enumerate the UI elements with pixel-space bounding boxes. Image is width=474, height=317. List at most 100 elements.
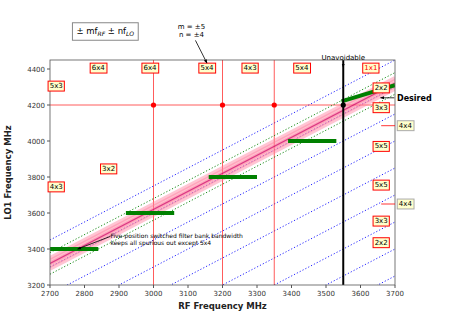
formula: ± mfRF ± nfLO	[72, 23, 138, 41]
y-tick	[47, 213, 50, 214]
box-label-text: 4x4	[399, 200, 413, 208]
box-label: 5x3	[48, 81, 64, 91]
connector	[381, 204, 395, 205]
black-vline	[342, 60, 344, 285]
y-tick	[47, 69, 50, 70]
filter-arrow	[78, 236, 111, 249]
x-tick-label: 3300	[248, 290, 266, 298]
formula-part: ± mf	[76, 26, 98, 36]
y-tick	[47, 105, 50, 106]
filter-segment	[50, 247, 98, 251]
black-dot	[341, 102, 346, 107]
box-label: 5x5	[373, 141, 389, 151]
box-label: 4x4	[397, 199, 414, 209]
plot-marks	[50, 60, 395, 285]
desired-note-line: Desired	[397, 94, 432, 103]
box-label-text: 2x2	[375, 84, 388, 92]
y-tick	[47, 177, 50, 178]
box-label-text: 5x4	[295, 64, 309, 72]
y-tick	[47, 249, 50, 250]
filter-note-line: keeps all spurious out except 5x4	[110, 239, 211, 247]
box-label-text: 6x4	[144, 64, 158, 72]
chart: 2700280029003000310032003300340035003600…	[0, 0, 474, 317]
formula-part: LO	[126, 30, 134, 37]
axes: 2700280029003000310032003300340035003600…	[27, 66, 404, 299]
box-label-frame	[397, 199, 414, 209]
box-label-frame	[363, 63, 379, 73]
box-label-frame	[373, 238, 389, 248]
red-vline	[274, 60, 275, 285]
box-label: 6x4	[90, 63, 107, 73]
box-label: 4x4	[397, 121, 414, 131]
formula-part: ± nf	[105, 26, 127, 36]
x-tick-label: 3000	[145, 290, 163, 298]
unavoidable-arrow	[343, 64, 344, 68]
mn-note-line: m = ±5	[178, 23, 205, 31]
formula-frame	[72, 23, 138, 41]
x-tick	[257, 285, 258, 288]
x-tick	[188, 285, 189, 288]
mn-arrow	[195, 40, 207, 63]
box-label: 5x4	[294, 63, 311, 73]
box-label-frame	[373, 180, 389, 190]
red-dot	[272, 102, 277, 107]
box-label-frame	[101, 164, 117, 174]
x-tick-label: 2800	[76, 290, 94, 298]
box-label: 5x5	[373, 180, 389, 190]
box-label-text: 3x3	[375, 104, 388, 112]
box-label-text: 5x3	[50, 82, 63, 90]
y-axis-label: LO1 Frequency MHz	[3, 125, 13, 219]
box-labels: 6x4 6x4 5x4 4x3 5x4 1x1 5x3 3x2 4x3 2x2 3x3 5x5 5x5 3…	[48, 63, 414, 248]
box-label-text: 3x2	[102, 165, 115, 173]
red-dot	[151, 102, 156, 107]
x-tick-label: 3200	[214, 290, 232, 298]
y-tick-label: 3200	[27, 282, 45, 290]
box-label-frame	[90, 63, 107, 73]
box-label-frame	[294, 63, 311, 73]
box-label: 3x3	[373, 103, 389, 113]
box-label-text: 5x4	[200, 64, 214, 72]
x-tick	[153, 285, 154, 288]
box-label-frame	[142, 63, 159, 73]
x-tick-label: 3700	[386, 290, 404, 298]
formula-text: ± mfRF ± nfLO	[76, 26, 134, 38]
red-vline	[153, 60, 154, 285]
box-label: 1x1	[363, 63, 379, 73]
desired-arrow	[381, 97, 395, 98]
box-label: 4x3	[242, 63, 258, 73]
x-tick-label: 3100	[179, 290, 197, 298]
y-tick-label: 4000	[27, 138, 45, 146]
y-tick-label: 4200	[27, 102, 45, 110]
plot-frame	[50, 60, 395, 285]
x-tick-label: 2700	[41, 290, 59, 298]
x-tick	[395, 285, 396, 288]
x-tick	[84, 285, 85, 288]
x-tick-label: 3600	[352, 290, 370, 298]
box-label-frame	[373, 103, 389, 113]
y-tick	[47, 141, 50, 142]
box-label: 2x2	[373, 83, 389, 93]
box-label-frame	[48, 81, 64, 91]
x-tick	[291, 285, 292, 288]
box-label: 2x2	[373, 238, 389, 248]
y-tick	[47, 285, 50, 286]
x-tick	[119, 285, 120, 288]
box-label-frame	[397, 121, 414, 131]
filter-segment	[288, 139, 336, 143]
box-label-frame	[199, 63, 216, 73]
box-label: 4x3	[48, 182, 64, 192]
box-label-text: 5x5	[375, 181, 388, 189]
box-label: 3x3	[373, 216, 389, 226]
connector	[381, 125, 395, 126]
filter-segment	[209, 175, 257, 179]
filter-note: Five-position switched filter bank bandw…	[110, 232, 243, 247]
desired-note: Desired	[397, 94, 432, 103]
x-axis-label: RF Frequency MHz	[178, 301, 267, 311]
box-label-text: 3x3	[375, 217, 388, 225]
box-label: 5x4	[199, 63, 216, 73]
y-tick-label: 3600	[27, 210, 45, 218]
box-label-text: 4x4	[399, 122, 413, 130]
box-label: 3x2	[101, 164, 117, 174]
box-label-text: 4x3	[50, 183, 63, 191]
x-tick-label: 3400	[283, 290, 301, 298]
